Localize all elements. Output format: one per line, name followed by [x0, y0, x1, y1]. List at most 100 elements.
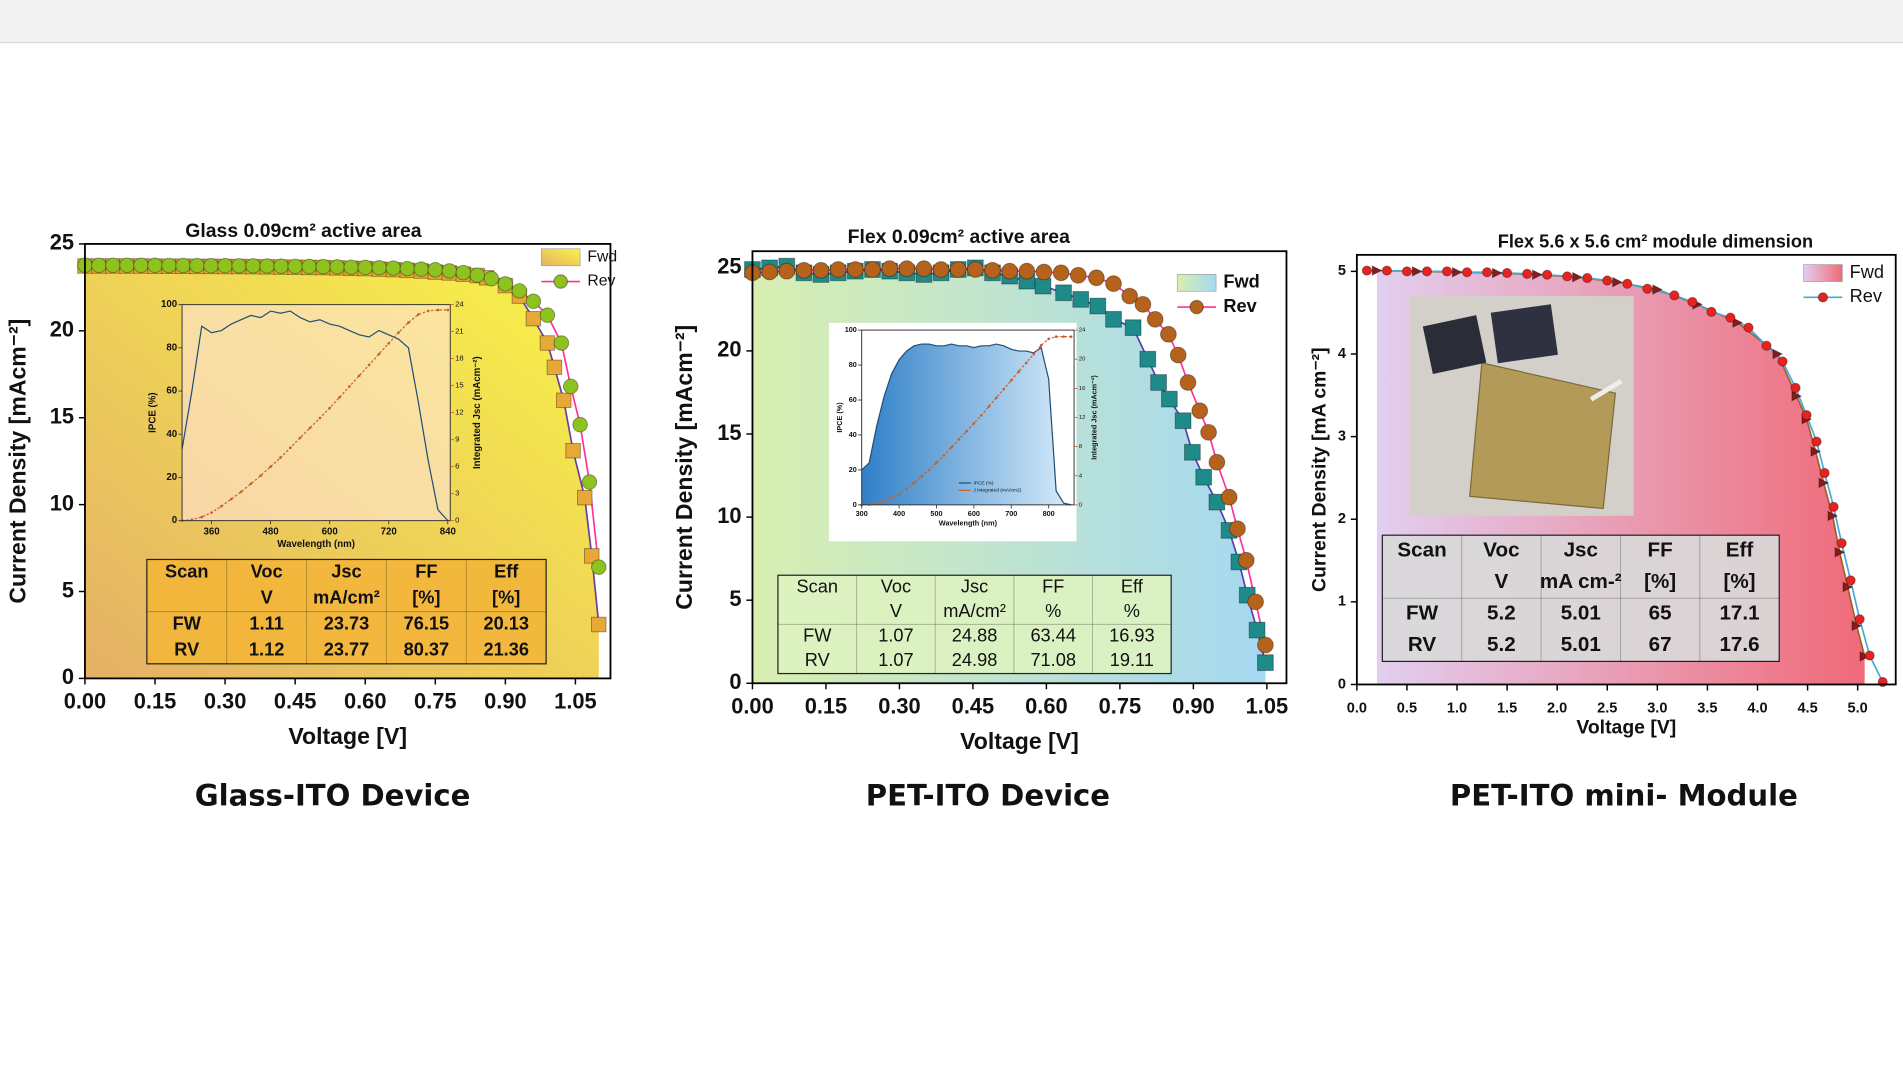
x-tick-label: 0.15: [134, 688, 176, 713]
marker: [1532, 269, 1543, 281]
marker: [279, 456, 282, 459]
marker: [259, 258, 275, 274]
inset-y-tick-label: 20: [849, 465, 857, 474]
x-axis-label: Voltage [V]: [960, 728, 1079, 754]
marker: [1161, 390, 1178, 408]
marker: [1169, 346, 1187, 364]
marker: [1055, 284, 1072, 302]
marker: [367, 363, 371, 367]
table-cell: 20.13: [483, 614, 529, 634]
marker: [1160, 325, 1177, 343]
table-cell: mA cm-²: [1540, 570, 1622, 593]
photo-module: [1469, 362, 1617, 510]
marker: [881, 260, 899, 278]
caption: Glass-ITO Device: [195, 778, 471, 812]
marker: [1208, 453, 1226, 471]
table-cell: 80.37: [404, 640, 450, 660]
table-cell: FF: [1648, 538, 1673, 561]
marker: [189, 257, 205, 274]
marker: [882, 499, 886, 503]
marker: [546, 359, 563, 376]
inset-y2-tick-label: 16: [1079, 386, 1085, 392]
marker: [387, 341, 391, 345]
inset-y2-tick-label: 12: [1079, 415, 1085, 421]
y-axis-label: Current Density [mAcm⁻²]: [5, 319, 31, 604]
marker: [357, 374, 361, 378]
marker: [1725, 312, 1736, 323]
inset-x-tick-label: 360: [203, 527, 219, 538]
chart-title: Flex 5.6 x 5.6 cm² module dimension: [1498, 232, 1813, 252]
legend-swatch: [1176, 273, 1217, 292]
marker: [348, 385, 351, 388]
table-cell: %: [1045, 601, 1061, 621]
marker: [269, 465, 272, 468]
table-cell: 1.07: [878, 650, 913, 670]
marker: [942, 454, 946, 457]
marker: [1777, 356, 1788, 367]
legend-marker: [553, 274, 568, 289]
chart-title: Flex 0.09cm² active area: [848, 226, 1070, 248]
inset-legend-label: IPCE (%): [973, 480, 994, 486]
y-tick-label: 2: [1338, 511, 1346, 527]
table-cell: Scan: [165, 561, 208, 581]
table-cell: 16.93: [1109, 625, 1155, 645]
inset-y2-tick-label: 3: [455, 489, 459, 498]
marker: [1582, 272, 1593, 284]
inset-legend-label: J Integrated (mA/cm2): [973, 488, 1021, 494]
table-cell: Voc: [1483, 538, 1519, 561]
marker: [1089, 297, 1107, 315]
marker: [1827, 510, 1839, 522]
marker: [249, 482, 253, 486]
table-cell: FW: [1406, 602, 1439, 625]
marker: [1174, 412, 1192, 430]
marker: [1743, 322, 1754, 333]
marker: [1009, 379, 1013, 382]
table-cell: Jsc: [331, 561, 361, 581]
marker: [935, 461, 938, 464]
marker: [1864, 650, 1875, 661]
marker: [1237, 551, 1255, 569]
inset-y-tick-label: 100: [161, 299, 177, 310]
y-tick-label: 0: [1338, 676, 1346, 692]
marker: [1842, 581, 1854, 593]
marker: [562, 378, 579, 395]
x-tick-label: 2.0: [1547, 701, 1567, 717]
x-axis-label: Voltage [V]: [288, 723, 407, 749]
table-cell: 17.1: [1719, 602, 1759, 625]
marker: [1381, 265, 1393, 276]
marker: [397, 331, 400, 334]
marker: [761, 263, 778, 281]
marker: [795, 261, 813, 279]
marker: [329, 259, 345, 275]
marker: [161, 257, 177, 274]
marker: [1622, 278, 1633, 289]
legend-label: Rev: [587, 273, 615, 290]
marker: [1069, 266, 1087, 284]
marker: [1851, 620, 1863, 632]
marker: [1687, 296, 1698, 308]
legend-marker: [1189, 299, 1204, 315]
table-cell: 23.73: [324, 614, 370, 634]
inset-x-tick-label: 480: [263, 527, 279, 538]
marker: [572, 416, 588, 433]
marker: [416, 313, 420, 316]
marker: [1461, 267, 1473, 278]
marker: [1612, 276, 1623, 288]
marker: [1054, 335, 1058, 338]
y-tick-label: 10: [50, 490, 74, 515]
marker: [950, 445, 953, 449]
legend-swatch: [1803, 264, 1843, 282]
caption: PET-ITO Device: [866, 778, 1110, 812]
table-cell: 24.88: [952, 625, 998, 645]
marker: [1652, 284, 1664, 295]
marker: [133, 257, 149, 274]
marker: [385, 260, 402, 276]
marker: [308, 426, 312, 430]
y-tick-label: 15: [717, 420, 741, 445]
table-cell: Eff: [494, 561, 519, 581]
legend-label: Fwd: [587, 248, 617, 265]
table-cell: V: [890, 601, 903, 621]
table-cell: 65: [1649, 602, 1672, 625]
marker: [203, 257, 219, 274]
